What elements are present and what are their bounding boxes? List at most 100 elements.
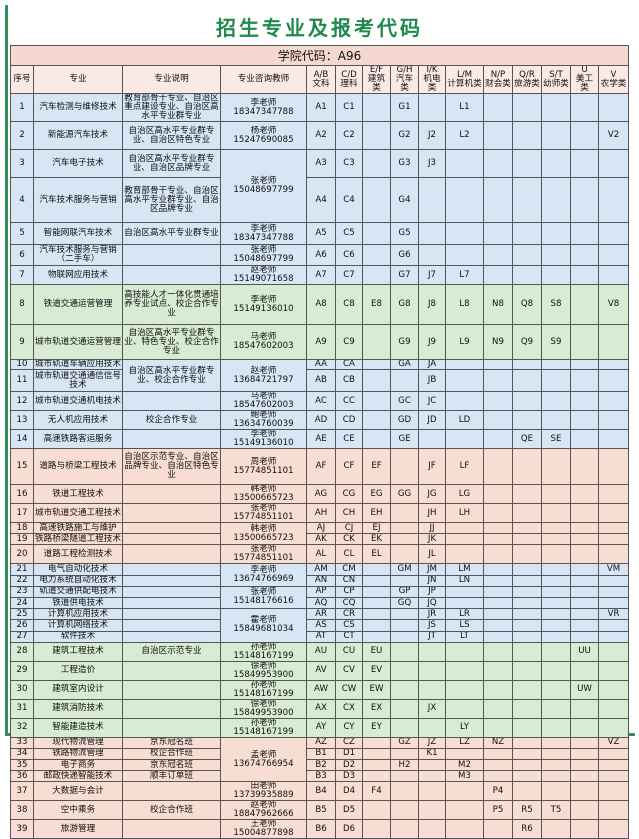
exam-code: D1 xyxy=(335,747,363,761)
exam-code xyxy=(541,585,571,598)
major-row: 20 道路工程检测技术 张老师15774851101 AL CL EL JL xyxy=(10,544,629,565)
exam-code xyxy=(541,608,571,621)
exam-code: C5 xyxy=(335,222,363,245)
teacher-contact: 张老师15048697799 xyxy=(220,149,307,223)
code-header-code: S/T xyxy=(549,69,563,80)
code-header-label: 计算机类 xyxy=(447,78,482,89)
exam-code xyxy=(541,149,571,178)
exam-code xyxy=(483,608,513,621)
exam-code: V8 xyxy=(598,284,629,325)
exam-code: EF xyxy=(362,448,391,485)
exam-code xyxy=(512,265,542,285)
exam-code: G8 xyxy=(390,284,419,325)
exam-code: GE xyxy=(390,429,419,449)
exam-code xyxy=(362,369,391,392)
exam-code xyxy=(512,533,542,546)
code-header-code: E/F xyxy=(369,65,384,75)
exam-code xyxy=(570,660,599,681)
exam-code xyxy=(598,222,629,245)
exam-code: CR xyxy=(335,608,363,621)
exam-code xyxy=(445,641,484,662)
exam-code xyxy=(483,819,513,839)
exam-code: D2 xyxy=(335,759,363,772)
exam-code xyxy=(512,759,542,772)
exam-code xyxy=(512,679,542,700)
exam-code xyxy=(541,410,571,430)
exam-code: LG xyxy=(445,484,484,504)
exam-code xyxy=(598,800,629,821)
exam-code: B3 xyxy=(306,770,336,783)
exam-code: G4 xyxy=(390,177,419,223)
exam-code xyxy=(512,747,542,761)
exam-code: A8 xyxy=(306,284,336,325)
exam-code: B6 xyxy=(306,819,336,839)
exam-code: J2 xyxy=(418,121,446,150)
exam-code: AK xyxy=(306,533,336,546)
exam-code xyxy=(445,391,484,411)
row-number: 11 xyxy=(10,369,34,392)
exam-code: B2 xyxy=(306,759,336,772)
exam-code: LS xyxy=(445,619,484,632)
major-row: 1 汽车检测与维修技术 教育部骨干专业、自治区重点建设专业、自治区高水平专业群专业李… xyxy=(10,93,629,122)
major-description: 自治区高水平专业群专业、特色专业、校企合作专业 xyxy=(122,324,221,360)
exam-code xyxy=(570,93,599,122)
teacher-contact: 李老师18347347788 xyxy=(220,93,307,122)
exam-code xyxy=(483,222,513,245)
major-description xyxy=(122,660,221,681)
exam-code: B4 xyxy=(306,781,336,802)
row-number: 39 xyxy=(10,819,34,839)
teacher-contact: 张老师15774851101 xyxy=(220,544,307,565)
exam-code xyxy=(570,574,599,587)
exam-code xyxy=(598,521,629,535)
exam-code: L7 xyxy=(445,265,484,285)
exam-code xyxy=(512,630,542,643)
major-row: 27 软件技术 AT CT JT LT xyxy=(10,630,629,643)
college-code: 学院代码：A96 xyxy=(10,45,629,66)
exam-code: EW xyxy=(362,679,391,700)
exam-code: R6 xyxy=(512,819,542,839)
code-header-label: 财会类 xyxy=(485,78,511,89)
teacher-contact: 赵老师13684721797 xyxy=(220,359,307,392)
exam-code xyxy=(362,359,391,370)
exam-code: JS xyxy=(418,619,446,632)
exam-code xyxy=(598,759,629,772)
exam-code xyxy=(390,717,419,738)
major-name: 旅游管理 xyxy=(33,819,123,839)
exam-code: G3 xyxy=(390,149,419,178)
exam-code xyxy=(483,93,513,122)
exam-code xyxy=(362,630,391,643)
exam-code: EK xyxy=(362,533,391,546)
exam-code xyxy=(541,244,571,266)
exam-code: AV xyxy=(306,660,336,681)
teacher-contact: 徐老师15849953900 xyxy=(220,698,307,719)
exam-code: D3 xyxy=(335,770,363,783)
row-number: 8 xyxy=(10,284,34,325)
major-row: 35 电子商务 京东冠名班 B2 D2 H2 M2 xyxy=(10,759,629,772)
exam-code xyxy=(445,429,484,449)
code-header-code: C/D xyxy=(341,69,357,80)
exam-code: B1 xyxy=(306,747,336,761)
exam-code xyxy=(512,448,542,485)
exam-code xyxy=(541,781,571,802)
major-description xyxy=(122,596,221,610)
exam-code xyxy=(390,800,419,821)
major-row: 31 建筑消防技术 徐老师15849953900 AX CX EX JX xyxy=(10,698,629,719)
major-name: 工程造价 xyxy=(33,660,123,681)
exam-code xyxy=(418,770,446,783)
teacher-contact: 韩老师13500665723 xyxy=(220,484,307,504)
exam-code: AL xyxy=(306,544,336,565)
major-name: 城市轨道交通工程技术 xyxy=(33,503,123,523)
exam-code xyxy=(598,324,629,360)
exam-code xyxy=(598,429,629,449)
major-name: 物联网应用技术 xyxy=(33,265,123,285)
exam-code: CP xyxy=(335,585,363,598)
teacher-contact: 赵老师18847962666 xyxy=(220,800,307,821)
exam-code xyxy=(483,563,513,576)
exam-code: C4 xyxy=(335,177,363,223)
major-name: 汽车检测与维修技术 xyxy=(33,93,123,122)
exam-code: CS xyxy=(335,619,363,632)
code-header-label: 幼师类 xyxy=(543,78,569,89)
major-row: 22 电力系统自动化技术 AN CN JN LN xyxy=(10,574,629,587)
major-row: 11 城市轨道交通通信信号技术 AB CB JB xyxy=(10,369,629,392)
exam-code xyxy=(445,533,484,546)
